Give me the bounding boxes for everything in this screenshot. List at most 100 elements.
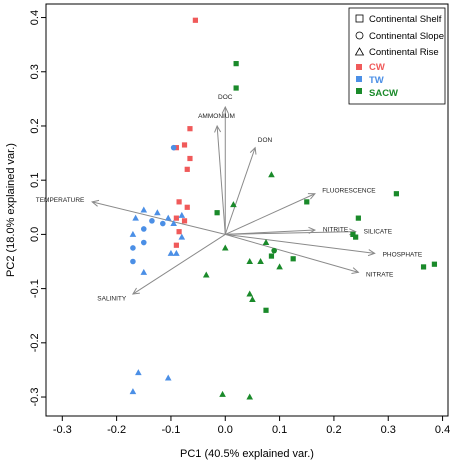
point-cw-square (176, 229, 182, 235)
point-tw-circle (140, 226, 147, 232)
loading-fluorescence-arrow (225, 193, 316, 235)
x-tick-label: 0.4 (435, 424, 450, 436)
loading-phosphate-arrowhead (367, 249, 376, 257)
legend-sacw-label: SACW (369, 88, 398, 99)
point-cw-square (184, 204, 190, 210)
legend-tw-label: TW (369, 75, 384, 86)
point-tw-triangle (154, 209, 161, 216)
point-tw-triangle (178, 211, 186, 218)
loading-fluorescence-label: FLUORESCENCE (322, 187, 376, 194)
point-cw-square (187, 126, 193, 132)
plot-frame (45, 3, 449, 417)
loading-salinity-arrowhead (131, 287, 140, 295)
point-sacw-square (431, 261, 438, 267)
legend-tw-marker (356, 76, 362, 82)
loading-silicate-arrow (225, 231, 356, 235)
point-sacw-triangle (249, 295, 256, 302)
loading-phosphate-arrow (225, 233, 375, 254)
loading-vectors: DOC AMMONIUM DON FLUORESCENCE TEMPERATURE NIT… (36, 94, 423, 302)
point-tw-circle (149, 218, 155, 224)
point-sacw-square (420, 264, 427, 270)
point-cw-square (181, 218, 188, 224)
point-tw-triangle (164, 374, 172, 381)
point-tw-triangle (129, 230, 137, 237)
y-tick-label: 0.4 (29, 10, 41, 25)
loading-temperature-arrowhead (91, 199, 100, 207)
point-tw-triangle (140, 206, 148, 213)
point-sacw-square (233, 61, 239, 67)
point-sacw-square (355, 215, 361, 221)
loading-doc-label: DOC (218, 94, 233, 101)
loading-ammonium-label: AMMONIUM (198, 113, 235, 120)
legend-rise-marker (354, 47, 365, 56)
loading-salinity-label: SALINITY (97, 295, 127, 302)
point-sacw-circle (271, 247, 277, 254)
point-sacw-square (290, 256, 296, 262)
legend-shelf-marker (355, 14, 364, 23)
point-sacw-square (268, 253, 275, 259)
point-tw-triangle (170, 220, 177, 227)
y-tick-label: 0.1 (29, 173, 41, 188)
point-tw-circle (170, 144, 177, 151)
point-sacw-triangle (276, 263, 283, 270)
loading-nitrite-label: NITRITE (323, 227, 349, 234)
point-tw-triangle (132, 214, 139, 221)
legend-sacw-marker (356, 88, 362, 94)
point-tw-triangle (164, 214, 172, 221)
loading-don-label: DON (258, 137, 273, 144)
point-tw-triangle (129, 388, 137, 395)
point-cw-square (176, 199, 182, 205)
x-tick-label: -0.3 (53, 424, 72, 436)
x-tick-label: 0.3 (381, 424, 396, 436)
legend: Continental Shelf Continental Slope Cont… (348, 7, 446, 105)
point-tw-triangle (140, 268, 148, 275)
point-sacw-triangle (268, 171, 275, 178)
point-tw-circle (140, 239, 147, 246)
point-sacw-triangle (262, 239, 270, 246)
loading-phosphate-label: PHOSPHATE (383, 251, 423, 258)
loading-ammonium-arrowhead (214, 124, 222, 133)
x-tick-label: -0.1 (161, 424, 180, 436)
point-tw-circle (159, 220, 166, 227)
point-sacw-square (350, 231, 356, 237)
point-sacw-triangle (221, 244, 229, 251)
x-axis-title: PC1 (40.5% explained var.) (180, 448, 314, 460)
point-tw-circle (130, 245, 136, 251)
point-sacw-square (263, 307, 269, 313)
loading-temperature-label: TEMPERATURE (36, 197, 85, 204)
legend-rise-label: Continental Rise (369, 47, 439, 58)
y-tick-label: 0.0 (29, 227, 41, 242)
point-cw-square (181, 142, 188, 148)
y-tick-label: 0.3 (29, 64, 41, 79)
legend-shelf-label: Continental Shelf (369, 14, 442, 25)
y-tick-label: -0.2 (29, 333, 41, 352)
data-points (129, 17, 438, 400)
loading-silicate-label: SILICATE (364, 229, 393, 236)
legend-slope-marker (355, 31, 364, 40)
point-tw-triangle (178, 233, 186, 240)
loading-nitrate-arrowhead (351, 267, 360, 275)
point-sacw-triangle (230, 201, 237, 208)
y-tick-label: -0.1 (29, 279, 41, 298)
loading-ammonium-arrow (216, 125, 226, 235)
point-sacw-square (233, 85, 239, 91)
point-tw-circle (130, 258, 136, 265)
loading-fluorescence-arrowhead (307, 193, 316, 200)
loading-doc-arrowhead (221, 105, 229, 114)
point-sacw-triangle (246, 290, 254, 297)
point-sacw-triangle (202, 271, 210, 278)
point-tw-triangle (135, 369, 142, 376)
y-tick-label: -0.3 (29, 388, 41, 407)
axes: -0.3 -0.2 -0.1 0.0 0.1 0.2 0.3 0.4 -0.3 -0.2 -0.1 0… (29, 10, 450, 436)
point-tw-triangle (173, 249, 180, 256)
point-sacw-triangle (246, 258, 254, 264)
point-sacw-triangle (246, 393, 254, 400)
x-tick-label: 0.2 (326, 424, 341, 436)
point-cw-square (192, 17, 198, 23)
point-cw-square (187, 155, 193, 162)
loading-nitrate-label: NITRATE (366, 272, 394, 279)
point-cw-square (173, 215, 179, 221)
point-cw-square (173, 242, 179, 248)
loading-salinity-arrow (132, 233, 226, 295)
point-sacw-square (214, 210, 220, 216)
